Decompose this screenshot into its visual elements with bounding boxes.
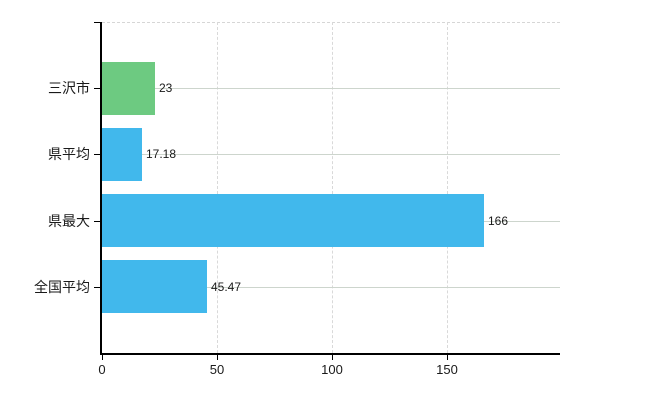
plot-top-border [102,22,560,23]
category-label: 全国平均 [34,279,90,295]
bar-value-label: 45.47 [211,280,242,294]
x-axis-line [100,353,560,355]
category-label: 県平均 [48,146,90,162]
bar-value-label: 23 [159,81,173,95]
vertical-gridline [447,22,449,353]
y-axis-line [100,22,102,355]
x-axis-tick [332,355,333,360]
y-axis-tick [94,287,100,288]
y-axis-tick [94,154,100,155]
horizontal-gridline [102,287,560,288]
x-tick-label: 100 [321,362,343,377]
x-tick-label: 150 [436,362,458,377]
vertical-gridline [217,22,219,353]
bar-2 [102,128,142,181]
bar-value-label: 17.18 [146,147,177,161]
bar-3 [102,194,484,247]
bar-4 [102,260,207,313]
category-label: 県最大 [48,213,90,229]
x-tick-label: 50 [209,362,225,377]
vertical-gridline [332,22,334,353]
y-axis-tick [94,221,100,222]
horizontal-gridline [102,88,560,89]
bar-value-label: 166 [488,214,509,228]
category-label: 三沢市 [48,80,90,96]
x-axis-tick [447,355,448,360]
y-axis-top-tick [94,22,100,23]
x-axis-tick [217,355,218,360]
x-axis-tick [102,355,103,360]
horizontal-gridline [102,154,560,155]
bar-1 [102,62,155,115]
y-axis-tick [94,88,100,89]
x-tick-label: 0 [98,362,106,377]
